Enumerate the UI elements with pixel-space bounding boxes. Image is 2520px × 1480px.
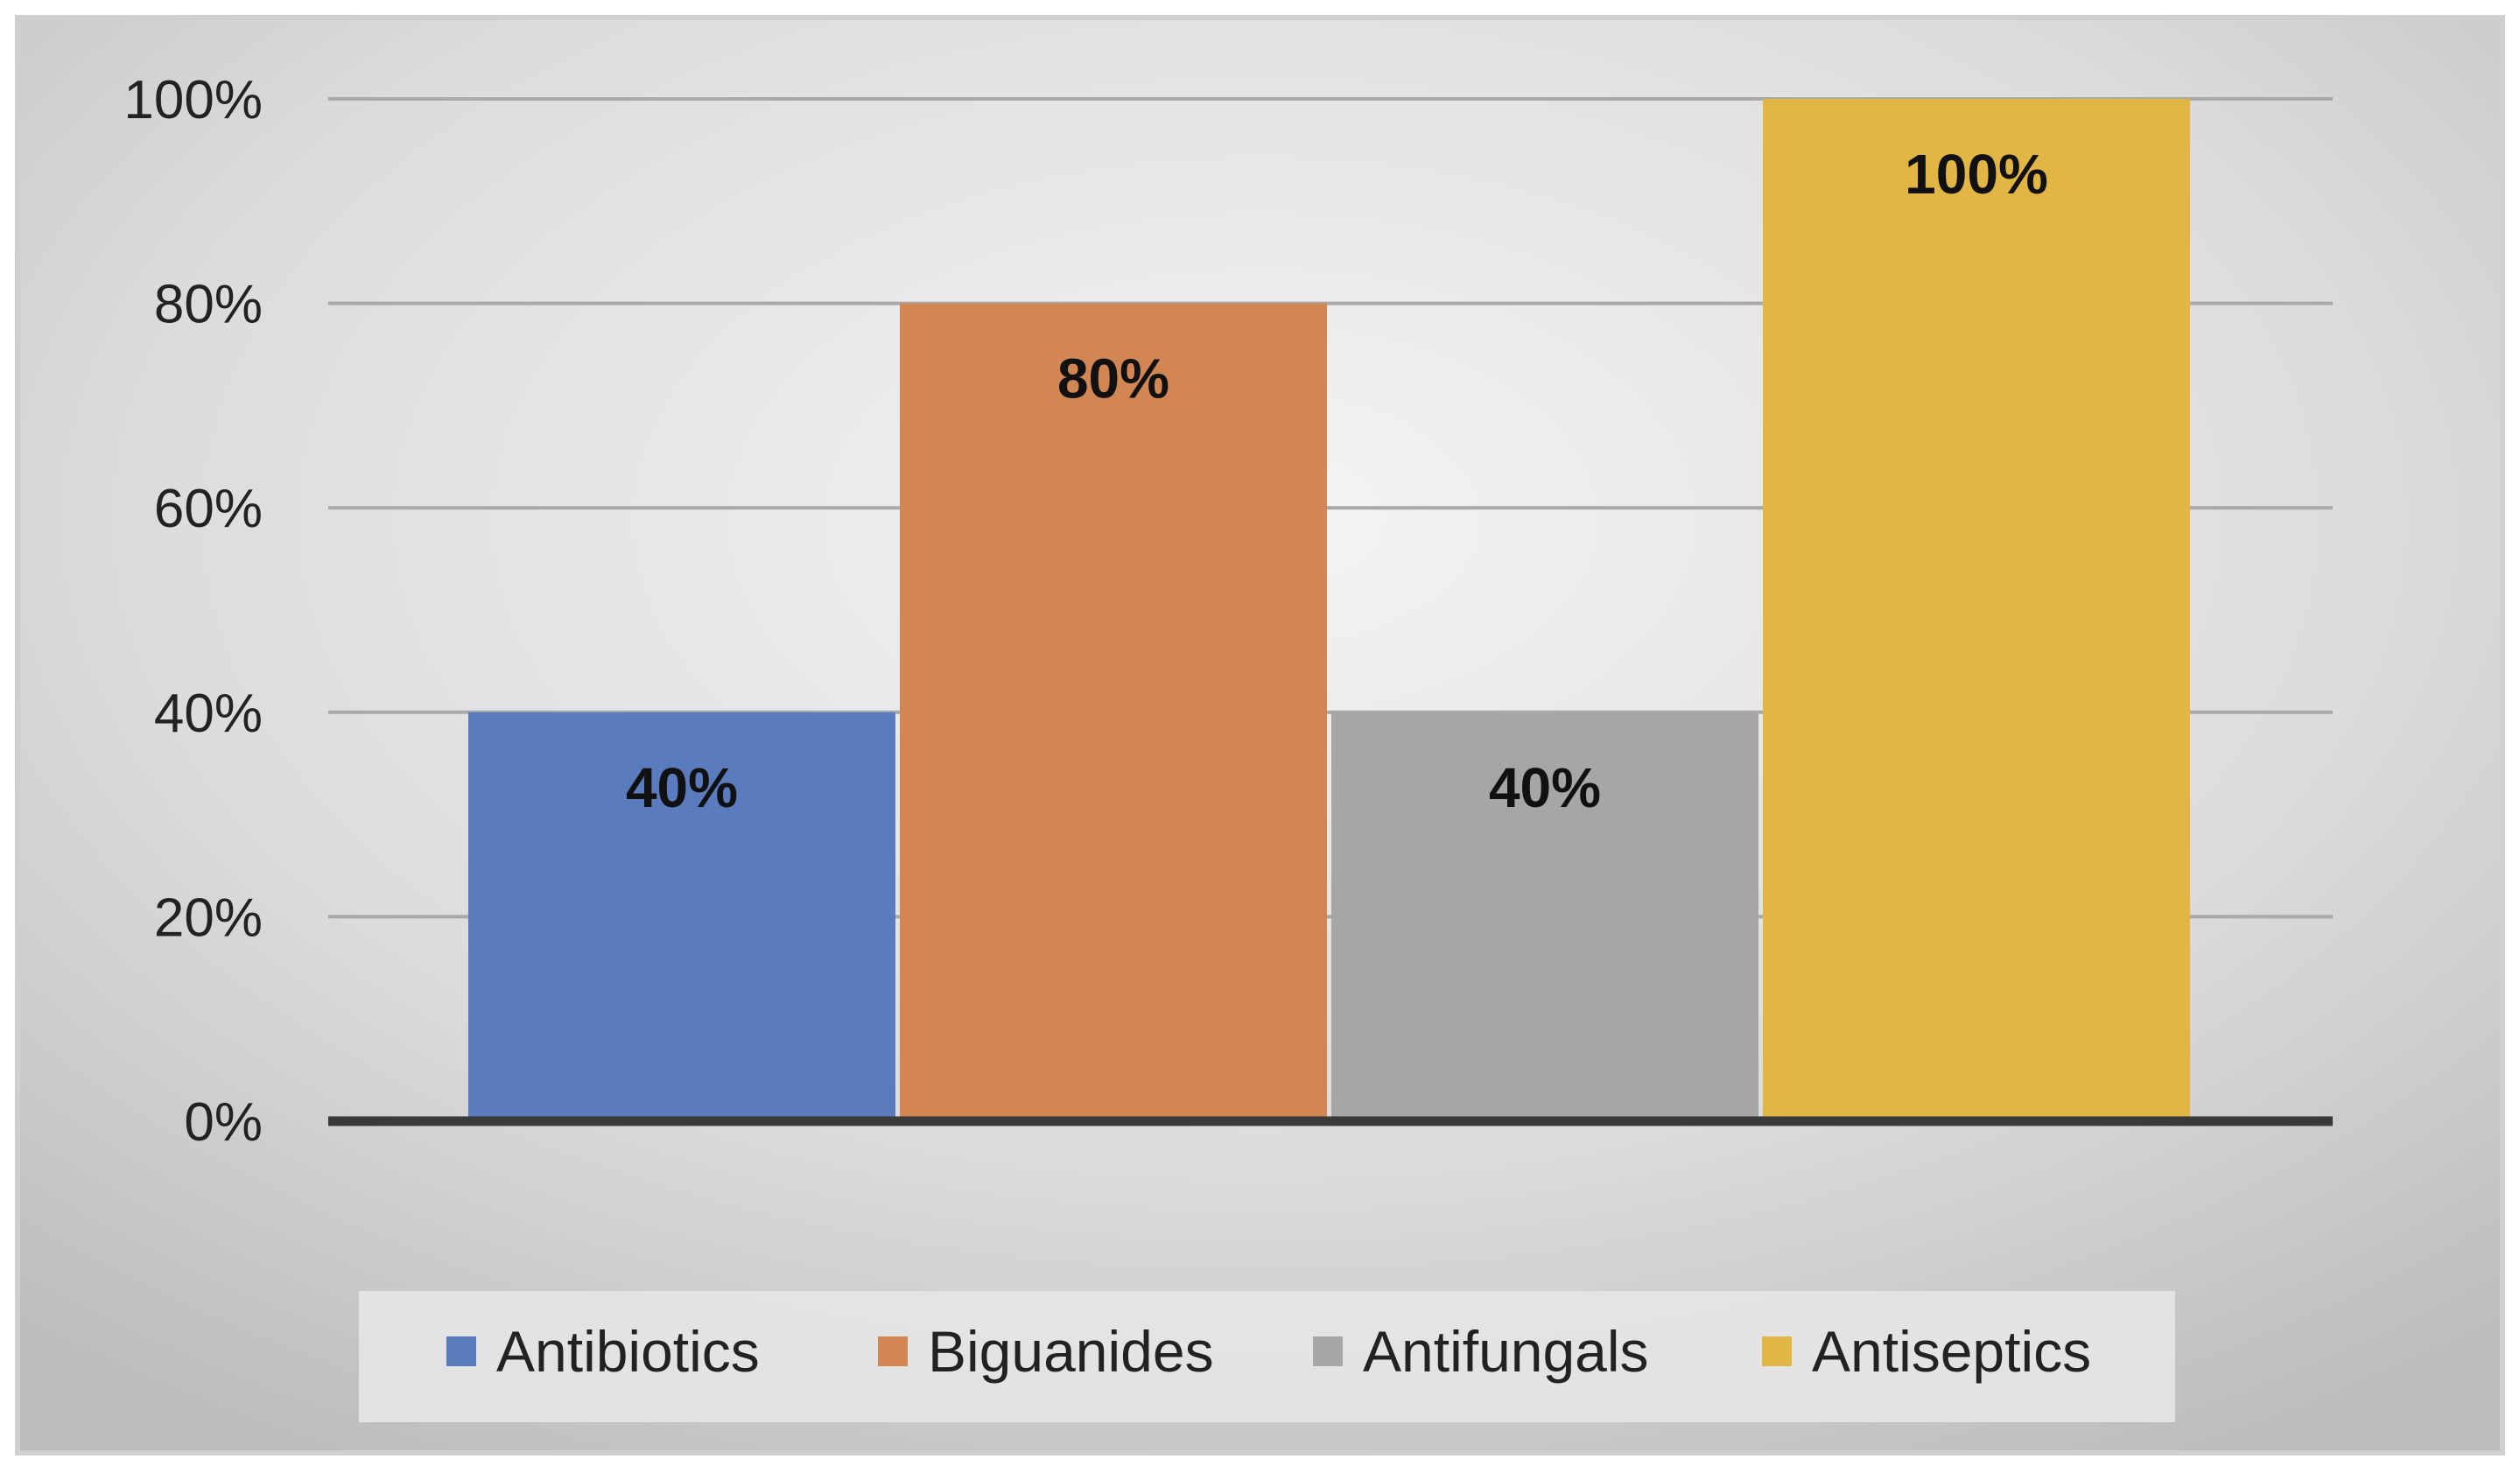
legend-swatch	[878, 1336, 908, 1366]
legend-swatch	[446, 1336, 476, 1366]
bar-biguanides	[900, 303, 1327, 1122]
y-axis-ticks: 0% 20% 40% 60% 80% 100%	[123, 70, 263, 1153]
legend-swatch	[1313, 1336, 1343, 1366]
y-tick-label: 0%	[184, 1092, 263, 1153]
legend-label: Biguanides	[928, 1319, 1214, 1384]
y-tick-label: 60%	[154, 479, 263, 539]
data-label: 80%	[1057, 347, 1169, 410]
legend-label: Antiseptics	[1812, 1319, 2091, 1384]
data-label: 40%	[1489, 756, 1601, 819]
legend-swatch	[1762, 1336, 1792, 1366]
y-tick-label: 80%	[154, 275, 263, 335]
data-labels: 40% 80% 40% 100%	[626, 143, 2048, 819]
bar-antiseptics	[1763, 99, 2190, 1121]
legend-items: Antibiotics Biguanides Antifungals Antisept…	[446, 1319, 2091, 1384]
data-label: 40%	[626, 756, 738, 819]
y-tick-label: 20%	[154, 887, 263, 948]
legend-label: Antibiotics	[496, 1319, 760, 1384]
y-tick-label: 40%	[154, 684, 263, 744]
bars	[468, 99, 2190, 1122]
y-tick-label: 100%	[123, 70, 263, 130]
legend	[359, 1291, 2175, 1422]
data-label: 100%	[1905, 143, 2048, 206]
bar-antibiotics	[468, 712, 895, 1121]
bar-antifungals	[1331, 712, 1758, 1121]
legend-label: Antifungals	[1363, 1319, 1649, 1384]
